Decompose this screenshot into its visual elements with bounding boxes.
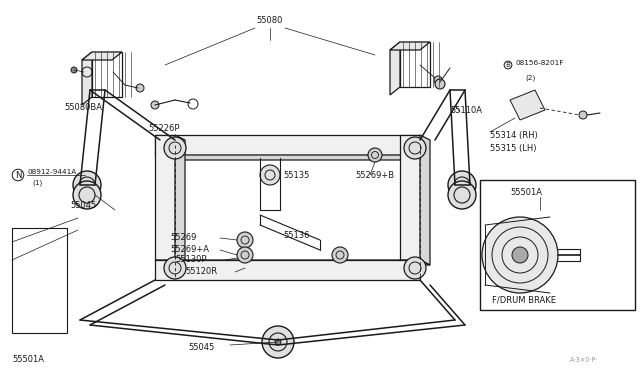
Polygon shape bbox=[155, 155, 430, 160]
Text: (1): (1) bbox=[32, 180, 42, 186]
Circle shape bbox=[237, 247, 253, 263]
Circle shape bbox=[237, 232, 253, 248]
Circle shape bbox=[368, 148, 382, 162]
Text: 55120R: 55120R bbox=[185, 267, 217, 276]
Text: 55501A: 55501A bbox=[12, 356, 44, 365]
Circle shape bbox=[404, 257, 426, 279]
Polygon shape bbox=[82, 52, 92, 105]
Circle shape bbox=[151, 101, 159, 109]
Text: 55045: 55045 bbox=[188, 343, 214, 353]
Text: 55135: 55135 bbox=[283, 170, 309, 180]
Bar bbox=[480, 180, 635, 310]
Text: 55501A: 55501A bbox=[510, 187, 542, 196]
Text: A·3×0·P·: A·3×0·P· bbox=[570, 357, 598, 363]
Circle shape bbox=[404, 137, 426, 159]
Circle shape bbox=[260, 165, 280, 185]
Circle shape bbox=[262, 326, 294, 358]
Circle shape bbox=[435, 79, 445, 89]
Circle shape bbox=[482, 217, 558, 293]
Circle shape bbox=[579, 111, 587, 119]
Text: 55314 (RH): 55314 (RH) bbox=[490, 131, 538, 140]
Text: F/DRUM BRAKE: F/DRUM BRAKE bbox=[492, 295, 556, 305]
Text: N: N bbox=[15, 170, 21, 180]
Text: (2): (2) bbox=[525, 75, 535, 81]
Text: 55080BA: 55080BA bbox=[64, 103, 102, 112]
Text: 55315 (LH): 55315 (LH) bbox=[490, 144, 536, 153]
Circle shape bbox=[434, 76, 442, 84]
Text: 55226P: 55226P bbox=[148, 124, 179, 132]
Circle shape bbox=[332, 247, 348, 263]
Text: 55269+B: 55269+B bbox=[355, 170, 394, 180]
Circle shape bbox=[459, 182, 465, 188]
Circle shape bbox=[448, 171, 476, 199]
Text: 55269+A: 55269+A bbox=[170, 244, 209, 253]
Circle shape bbox=[71, 67, 77, 73]
Text: 55110A: 55110A bbox=[450, 106, 482, 115]
Text: 55080: 55080 bbox=[257, 16, 283, 25]
Circle shape bbox=[73, 171, 101, 199]
Circle shape bbox=[448, 181, 476, 209]
Text: B: B bbox=[506, 62, 511, 68]
Polygon shape bbox=[390, 42, 400, 95]
Text: 55130P: 55130P bbox=[175, 256, 207, 264]
Text: 55136: 55136 bbox=[283, 231, 310, 240]
Circle shape bbox=[164, 137, 186, 159]
Polygon shape bbox=[155, 135, 175, 260]
Circle shape bbox=[512, 247, 528, 263]
Text: 08156-8201F: 08156-8201F bbox=[516, 60, 564, 66]
Polygon shape bbox=[390, 42, 430, 50]
Circle shape bbox=[84, 182, 90, 188]
Text: 55045: 55045 bbox=[70, 201, 96, 209]
Circle shape bbox=[164, 257, 186, 279]
Circle shape bbox=[136, 84, 144, 92]
Text: 08912-9441A: 08912-9441A bbox=[27, 169, 76, 175]
Polygon shape bbox=[510, 90, 545, 120]
Bar bbox=[12, 228, 67, 333]
Polygon shape bbox=[155, 260, 420, 280]
Circle shape bbox=[275, 339, 281, 345]
Polygon shape bbox=[175, 135, 185, 265]
Polygon shape bbox=[155, 135, 420, 155]
Polygon shape bbox=[82, 52, 122, 60]
Polygon shape bbox=[155, 260, 430, 265]
Polygon shape bbox=[420, 135, 430, 265]
Text: 55269: 55269 bbox=[170, 232, 196, 241]
Polygon shape bbox=[400, 135, 420, 260]
Circle shape bbox=[73, 181, 101, 209]
